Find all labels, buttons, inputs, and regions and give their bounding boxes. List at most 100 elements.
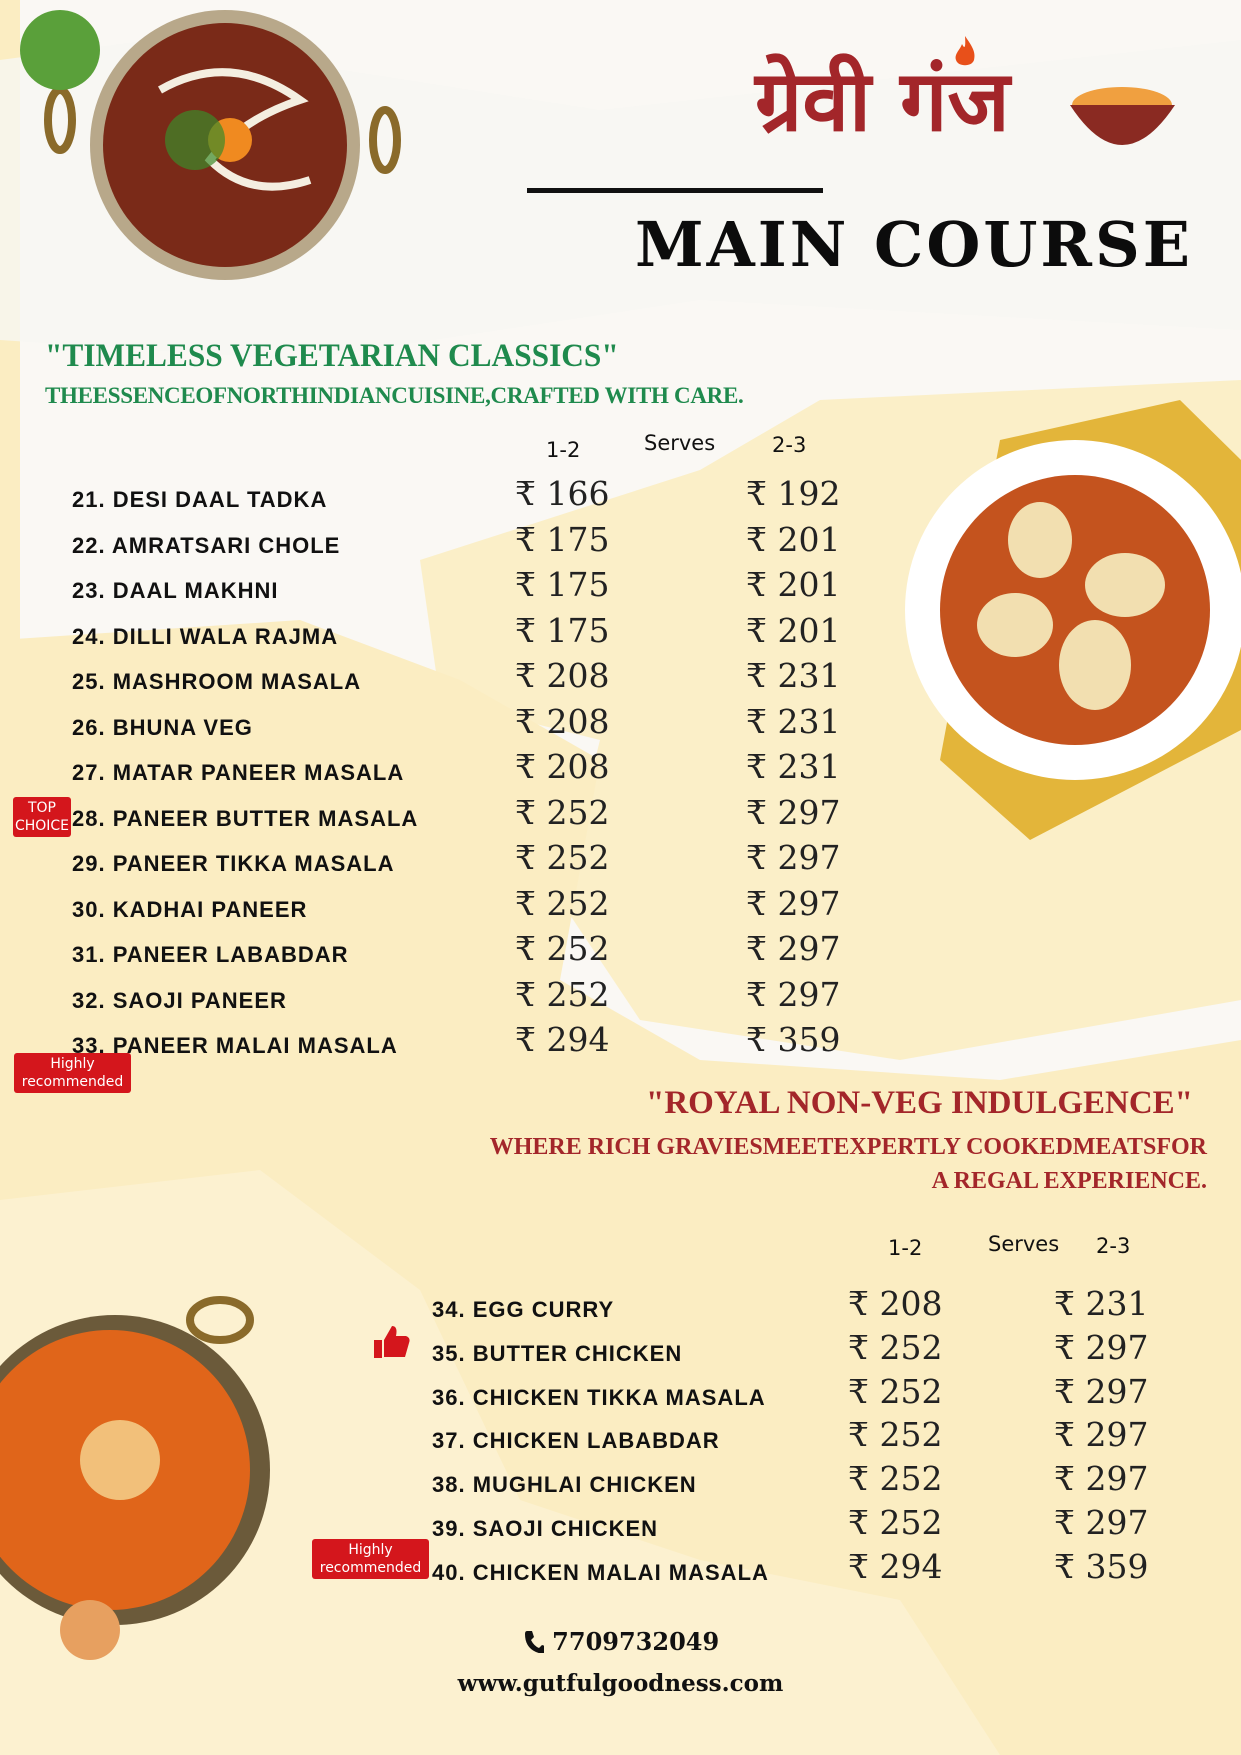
thumbs-up-icon bbox=[374, 1326, 410, 1358]
price-serves-2-3: ₹ 231 bbox=[1054, 1284, 1149, 1323]
price-serves-1-2: ₹ 252 bbox=[515, 883, 610, 923]
price-serves-1-2: ₹ 175 bbox=[515, 610, 610, 650]
flame-icon bbox=[955, 36, 975, 66]
menu-item-name: 36. CHICKEN TIKKA MASALA bbox=[432, 1384, 766, 1410]
price-serves-2-3: ₹ 297 bbox=[746, 838, 841, 877]
menu-item-name: 26. BHUNA VEG bbox=[72, 714, 253, 740]
price-serves-1-2: ₹ 252 bbox=[848, 1327, 943, 1367]
nonveg-section-heading: "ROYAL NON-VEG INDULGENCE" bbox=[646, 1085, 1193, 1121]
price-serves-2-3: ₹ 201 bbox=[746, 610, 841, 650]
menu-item-name: 27. MATAR PANEER MASALA bbox=[72, 760, 405, 785]
menu-item-row: 22. AMRATSARI CHOLE bbox=[72, 526, 340, 566]
menu-item-row: 39. SAOJI CHICKEN bbox=[432, 1509, 658, 1549]
badge-text: recommended bbox=[21, 1074, 124, 1090]
veg-col-serves: Serves bbox=[644, 431, 716, 455]
menu-item-row: 24. DILLI WALA RAJMA bbox=[72, 617, 338, 657]
price-serves-2-3: ₹ 297 bbox=[1054, 1327, 1149, 1367]
phone-contact: 7709732049 bbox=[0, 1627, 1241, 1656]
price-serves-2-3: ₹ 297 bbox=[1054, 1459, 1149, 1499]
subheading-line: WHERE RICH GRAVIESMEETEXPERTLY COOKEDMEA… bbox=[489, 1134, 1207, 1160]
menu-item-row: 21. DESI DAAL TADKA bbox=[72, 480, 327, 520]
menu-item-name: 38. MUGHLAI CHICKEN bbox=[432, 1472, 697, 1498]
menu-item-row: 29. PANEER TIKKA MASALA bbox=[72, 844, 394, 884]
price-serves-1-2: ₹ 175 bbox=[515, 565, 610, 604]
menu-item-name: 34. EGG CURRY bbox=[432, 1297, 615, 1322]
subheading-line: A REGAL EXPERIENCE. bbox=[931, 1168, 1207, 1194]
menu-item-row: 28. PANEER BUTTER MASALA bbox=[72, 799, 418, 839]
price-serves-2-3: ₹ 297 bbox=[1054, 1415, 1149, 1455]
menu-item-row: 34. EGG CURRY bbox=[432, 1290, 614, 1330]
price-serves-2-3: ₹ 297 bbox=[746, 883, 841, 923]
price-serves-1-2: ₹ 252 bbox=[848, 1503, 943, 1542]
menu-item-name: 29. PANEER TIKKA MASALA bbox=[72, 851, 395, 876]
price-serves-2-3: ₹ 359 bbox=[1054, 1546, 1149, 1586]
price-serves-1-2: ₹ 166 bbox=[515, 474, 610, 513]
badge-text: Highly bbox=[348, 1542, 393, 1558]
price-serves-1-2: ₹ 208 bbox=[515, 656, 610, 695]
menu-item-row: 32. SAOJI PANEER bbox=[72, 981, 287, 1021]
price-serves-2-3: ₹ 201 bbox=[746, 519, 841, 559]
price-serves-2-3: ₹ 231 bbox=[746, 701, 841, 741]
price-serves-2-3: ₹ 297 bbox=[746, 929, 841, 968]
rajma-bowl-image bbox=[20, 10, 401, 280]
price-serves-2-3: ₹ 192 bbox=[746, 474, 841, 513]
price-serves-2-3: ₹ 297 bbox=[746, 974, 841, 1014]
menu-item-name: 28. PANEER BUTTER MASALA bbox=[72, 805, 419, 831]
price-serves-1-2: ₹ 294 bbox=[515, 1020, 610, 1059]
menu-item-name: 31. PANEER LABABDAR bbox=[72, 942, 349, 967]
menu-item-name: 23. DAAL MAKHNI bbox=[72, 578, 279, 603]
price-serves-1-2: ₹ 252 bbox=[848, 1371, 943, 1411]
menu-item-row: 36. CHICKEN TIKKA MASALA bbox=[432, 1378, 766, 1418]
badge-text: CHOICE bbox=[14, 818, 70, 834]
phone-number[interactable]: 7709732049 bbox=[552, 1627, 720, 1656]
egg-curry-bowl-image bbox=[905, 400, 1241, 840]
menu-item-row: 23. DAAL MAKHNI bbox=[72, 571, 279, 611]
price-serves-1-2: ₹ 252 bbox=[515, 974, 610, 1014]
nonveg-col-small: 1-2 bbox=[888, 1236, 923, 1260]
nonveg-col-large: 2-3 bbox=[1096, 1234, 1131, 1258]
price-serves-1-2: ₹ 208 bbox=[515, 747, 610, 786]
menu-item-name: 24. DILLI WALA RAJMA bbox=[72, 623, 339, 649]
price-serves-1-2: ₹ 252 bbox=[515, 929, 610, 968]
badge-text: Highly bbox=[50, 1056, 95, 1072]
price-serves-1-2: ₹ 252 bbox=[848, 1415, 943, 1455]
menu-item-name: 32. SAOJI PANEER bbox=[72, 987, 287, 1013]
price-serves-1-2: ₹ 294 bbox=[848, 1546, 943, 1586]
veg-section-subheading: THEESSENCEOFNORTHINDIANCUISINE,CRAFTED W… bbox=[45, 383, 744, 408]
price-serves-1-2: ₹ 252 bbox=[515, 792, 610, 832]
menu-item-row: 35. BUTTER CHICKEN bbox=[432, 1334, 682, 1374]
highly-recommended-badge: Highly recommended bbox=[312, 1539, 429, 1579]
menu-item-row: 25. MASHROOM MASALA bbox=[72, 662, 361, 702]
price-serves-2-3: ₹ 297 bbox=[1054, 1503, 1149, 1542]
badge-text: TOP bbox=[27, 800, 56, 816]
website-link[interactable]: www.gutfulgoodness.com bbox=[457, 1670, 784, 1697]
price-serves-1-2: ₹ 252 bbox=[515, 838, 610, 877]
price-serves-1-2: ₹ 208 bbox=[848, 1284, 943, 1323]
butter-chicken-bowl-image bbox=[0, 1296, 270, 1660]
veg-col-small: 1-2 bbox=[546, 438, 581, 462]
price-serves-2-3: ₹ 231 bbox=[746, 656, 841, 695]
price-serves-2-3: ₹ 297 bbox=[1054, 1371, 1149, 1411]
price-serves-2-3: ₹ 201 bbox=[746, 565, 841, 604]
page-title: MAIN COURSE bbox=[635, 208, 1193, 281]
menu-item-row: 38. MUGHLAI CHICKEN bbox=[432, 1465, 697, 1505]
menu-item-name: 25. MASHROOM MASALA bbox=[72, 669, 362, 694]
nonveg-col-serves: Serves bbox=[988, 1232, 1060, 1256]
menu-item-row: 26. BHUNA VEG bbox=[72, 708, 253, 748]
badge-text: recommended bbox=[319, 1560, 422, 1576]
top-choice-badge: TOP CHOICE bbox=[13, 797, 71, 837]
price-serves-1-2: ₹ 252 bbox=[848, 1459, 943, 1499]
menu-item-row: 30. KADHAI PANEER bbox=[72, 890, 307, 930]
menu-item-name: 21. DESI DAAL TADKA bbox=[72, 487, 328, 512]
price-serves-2-3: ₹ 231 bbox=[746, 747, 841, 786]
menu-item-name: 39. SAOJI CHICKEN bbox=[432, 1516, 659, 1541]
title-divider bbox=[527, 188, 823, 193]
menu-item-row: 37. CHICKEN LABABDAR bbox=[432, 1421, 720, 1461]
price-serves-1-2: ₹ 208 bbox=[515, 701, 610, 741]
menu-item-name: 35. BUTTER CHICKEN bbox=[432, 1340, 683, 1366]
menu-item-name: 30. KADHAI PANEER bbox=[72, 896, 308, 922]
brand-logo: ग्रेवी गंज bbox=[755, 51, 1010, 150]
price-serves-2-3: ₹ 297 bbox=[746, 792, 841, 832]
price-serves-1-2: ₹ 175 bbox=[515, 519, 610, 559]
biryani-pot-icon bbox=[1070, 87, 1175, 145]
